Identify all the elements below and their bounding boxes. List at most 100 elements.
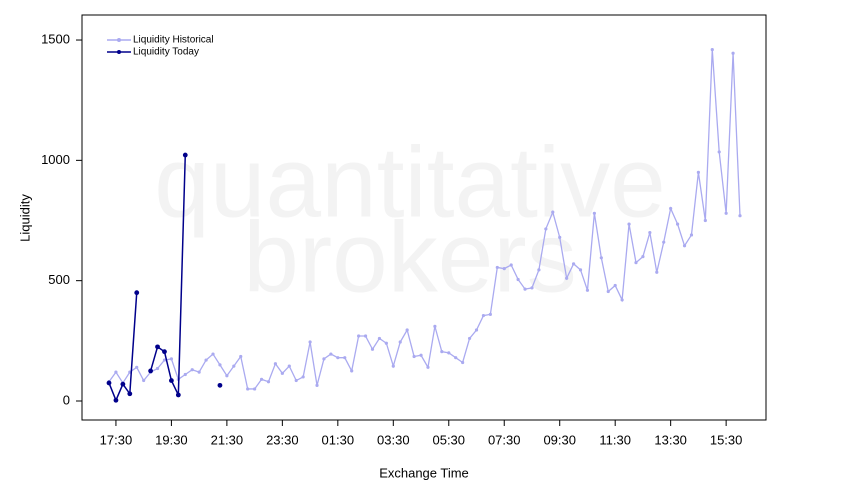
point — [384, 341, 388, 345]
x-tick-label: 01:30 — [322, 432, 355, 447]
point — [204, 358, 208, 362]
point — [495, 265, 499, 270]
x-tick-label: 09:30 — [543, 432, 576, 447]
watermark: quantitative — [154, 126, 665, 238]
point — [169, 357, 174, 361]
legend-point — [117, 38, 121, 42]
point — [391, 364, 395, 368]
point — [620, 298, 624, 302]
point — [405, 328, 409, 332]
point — [696, 170, 700, 174]
point — [294, 378, 298, 383]
legend-point — [117, 50, 121, 54]
point — [211, 352, 215, 356]
point — [225, 374, 229, 378]
point — [315, 383, 319, 387]
point — [322, 357, 326, 361]
point — [703, 218, 707, 223]
y-tick-label: 0 — [63, 392, 70, 407]
legend-label: Liquidity Historical — [133, 35, 214, 46]
point — [481, 313, 486, 318]
point — [523, 287, 527, 291]
x-tick-label: 15:30 — [710, 432, 743, 447]
point — [182, 152, 188, 158]
x-tick-label: 03:30 — [377, 432, 410, 447]
y-tick-label: 500 — [48, 272, 70, 287]
point — [537, 268, 541, 272]
point — [592, 211, 596, 215]
point — [259, 377, 264, 381]
point — [135, 365, 139, 369]
point — [641, 255, 645, 259]
point — [148, 368, 154, 374]
point — [606, 289, 610, 294]
y-axis-label: Liquidity — [17, 194, 32, 242]
x-tick-label: 17:30 — [100, 432, 133, 447]
point — [565, 276, 569, 280]
point — [273, 362, 278, 366]
x-tick-label: 13:30 — [654, 432, 687, 447]
point — [183, 372, 187, 377]
point — [301, 375, 305, 379]
point — [558, 235, 562, 239]
point — [246, 387, 250, 391]
point — [440, 350, 444, 354]
point — [655, 270, 659, 274]
point — [253, 387, 257, 391]
point — [454, 356, 458, 360]
legend-label: Liquidity Today — [133, 47, 199, 58]
point — [634, 261, 638, 265]
point — [114, 370, 118, 374]
point — [467, 336, 472, 341]
point — [232, 364, 236, 368]
plot-frame — [81, 14, 767, 421]
point — [689, 233, 694, 237]
point — [571, 262, 576, 266]
point — [675, 222, 680, 226]
point — [599, 256, 603, 260]
point — [190, 368, 194, 372]
x-tick-label: 07:30 — [488, 432, 521, 447]
point — [412, 354, 416, 359]
point — [731, 51, 735, 55]
point — [682, 244, 687, 248]
point — [488, 312, 492, 316]
point — [155, 344, 160, 350]
point — [710, 48, 714, 52]
x-tick-label: 19:30 — [155, 432, 188, 447]
point — [724, 211, 728, 215]
point — [155, 366, 160, 371]
point — [370, 347, 375, 351]
point — [502, 267, 506, 271]
point — [329, 352, 333, 356]
point — [162, 349, 167, 355]
x-tick-label: 05:30 — [432, 432, 465, 447]
point — [717, 150, 721, 154]
point — [738, 214, 742, 218]
x-axis-label: Exchange Time — [379, 465, 469, 480]
point — [613, 283, 617, 288]
point — [197, 370, 201, 374]
series-line — [108, 49, 741, 390]
point — [509, 263, 513, 267]
point — [662, 240, 666, 244]
x-tick-label: 23:30 — [266, 432, 299, 447]
point — [169, 378, 174, 383]
point — [134, 290, 140, 296]
point — [287, 364, 291, 368]
point — [239, 354, 243, 359]
point — [447, 351, 451, 355]
point — [585, 288, 590, 292]
point — [127, 391, 133, 397]
x-tick-label: 11:30 — [599, 432, 631, 447]
point — [474, 328, 479, 332]
y-tick-label: 1000 — [41, 152, 70, 167]
watermark: brokers — [243, 201, 576, 313]
point — [142, 378, 146, 383]
point — [398, 340, 402, 344]
point — [544, 227, 548, 231]
y-tick-label: 1500 — [41, 31, 70, 46]
point — [357, 334, 361, 338]
point — [336, 356, 340, 360]
